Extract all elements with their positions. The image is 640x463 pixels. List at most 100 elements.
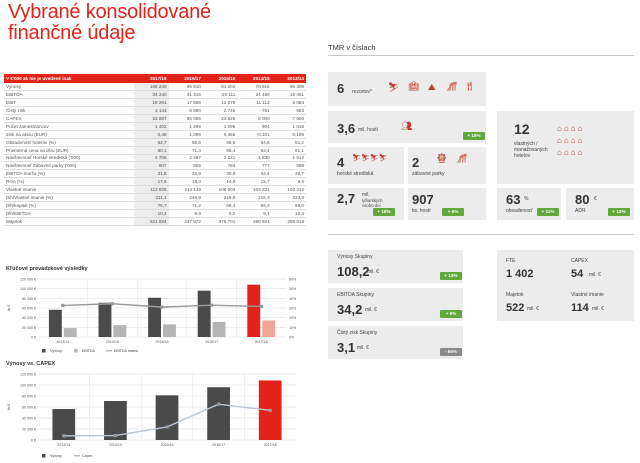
kpi-divider xyxy=(328,55,634,56)
card-adr: 80 € ADR + 12% xyxy=(566,188,634,220)
table-cell: 215,3 xyxy=(237,193,272,202)
table-row: Dlh/Vlastné imanie (%) 311,1 246,9 216,8 215… xyxy=(4,193,306,202)
mountain-skier-icon: ⛷︎ xyxy=(388,82,400,92)
table-row: EBITDA 34 240 31 316 26 111 24 450 18 451 xyxy=(4,90,306,100)
chart-revenue-capex: 120 000 € 100 000 € 80 000 € 60 000 € 40 000… xyxy=(7,373,296,458)
table-cell: 6 690 xyxy=(168,106,203,116)
card-amusement-parks: 2 🎡︎ 🎢︎ zábavné parky xyxy=(408,147,486,184)
table-header-cell: 2017/18 xyxy=(134,74,169,83)
assets-label: Majetok xyxy=(506,292,524,298)
card-hotels: 12 vlastných / manažovaných hotelov ⌂⌂⌂⌂… xyxy=(497,111,634,184)
line-point xyxy=(217,402,221,406)
card-guests: 3,6 mil. hostí 👥︎ + 15% xyxy=(328,111,486,143)
table-cell: 2 287 xyxy=(168,154,203,163)
table-cell: 8,2 xyxy=(202,209,238,218)
y-tick-label: 40 000 € xyxy=(22,316,36,320)
section-divider xyxy=(328,234,634,235)
table-cell: 8 000 xyxy=(237,114,272,123)
skier-days-unit: mil. xyxy=(362,192,370,198)
hiking-icon: ⛰︎ xyxy=(428,82,436,92)
legend-swatch xyxy=(42,454,46,458)
table-cell: 95 910 xyxy=(168,83,203,92)
table-cell: 521 684 xyxy=(134,217,169,226)
x-tick-label: 2013/14 xyxy=(57,443,70,447)
line-point xyxy=(268,408,272,412)
table-cell: 216,8 xyxy=(202,193,238,202)
skiing-icons: ⛷︎⛷︎⛷︎⛷︎ xyxy=(352,155,388,162)
bar-ebitda xyxy=(113,325,127,337)
legend-label: Výnosy xyxy=(50,349,62,353)
table-cell: 70 915 xyxy=(237,83,272,92)
net-value: 3,1 xyxy=(337,340,356,355)
card-group-net-profit: Čistý zisk Skupiny 3,1 mil. € - 55% xyxy=(328,326,463,359)
table-cell: 17,6 xyxy=(134,177,169,187)
table-cell: 34,4 xyxy=(237,169,272,179)
y2-tick-label: 10% xyxy=(289,326,297,330)
table-cell: 23 825 xyxy=(202,114,238,123)
table-cell: 5 084 xyxy=(271,98,306,108)
table-cell: 26 111 xyxy=(202,90,238,100)
table-cell: 17 688 xyxy=(168,98,203,108)
table-row: Čistý zisk 3 144 6 690 2 746 -751 663 xyxy=(4,106,306,116)
table-cell: 71,3 xyxy=(168,146,203,155)
table-row-label: ROA (%) xyxy=(4,177,135,187)
table-row-label: Návštevnosť Zábavné parky ('000) xyxy=(4,161,135,171)
table-row-label: Návštevnosť Horské strediská ('000) xyxy=(4,154,135,163)
table-cell: 102 312 xyxy=(271,185,306,194)
table-row: Zisk na akciu (EUR) 0,48 1,099 0,456 -0,101 0… xyxy=(4,130,306,139)
table-cell: 103 331 xyxy=(237,185,272,194)
bar-ebitda xyxy=(63,328,77,337)
financial-table: V €'000 ak nie je uvedené inak 2017/18 201… xyxy=(4,74,306,226)
table-row: Vlastné imanie 113 836 113 149 106 003 103 3… xyxy=(4,185,306,194)
table-cell: 65,4 xyxy=(202,146,238,155)
table-row-label: Dlh/kapitál (%) xyxy=(4,201,135,210)
parks-value: 2 xyxy=(412,155,420,170)
table-row: ROA (%) 17,6 18,4 14,9 15,7 9,0 xyxy=(4,177,306,187)
table-row-label: EBITDA xyxy=(4,90,135,100)
adr-change-badge: + 12% xyxy=(608,208,630,216)
table-cell: 9,1 xyxy=(237,209,272,218)
equity-unit: mil. € xyxy=(592,306,604,312)
y-tick-label: 100 000 € xyxy=(20,287,36,291)
y2-tick-label: 40% xyxy=(289,297,297,301)
table-cell: 31,6 xyxy=(134,169,169,179)
table-cell: 31 316 xyxy=(168,90,203,100)
chart1-title: Kľúčové prevádzkové výsledky xyxy=(6,266,88,272)
bar-revenue xyxy=(48,309,62,337)
line-point xyxy=(165,425,169,429)
table-header-cell: 2016/17 xyxy=(168,74,203,83)
revenue-label: Výnosy Skupiny xyxy=(337,254,373,260)
capex-value: 54 xyxy=(571,268,584,280)
y-tick-label: 40 000 € xyxy=(22,417,36,421)
table-row: EBITDA marža (%) 31,6 32,9 30,9 34,4 32,7 xyxy=(4,169,306,179)
occupancy-unit: % xyxy=(524,196,529,202)
y-tick-label: 60 000 € xyxy=(22,406,36,410)
revenue-value: 108,2 xyxy=(337,264,370,279)
ebitda-unit: mil. € xyxy=(365,307,377,313)
table-cell: 108 249 xyxy=(134,83,169,92)
table-cell: 904 xyxy=(237,122,272,131)
table-cell: 598 xyxy=(271,161,306,171)
table-cell: 54,8 xyxy=(237,138,272,147)
table-row-label: Dlh/EBITDA xyxy=(4,209,135,218)
table-row-label: Vlastné imanie xyxy=(4,185,135,194)
park-visitors-change-badge: + 6% xyxy=(442,208,464,216)
table-row-label: Priemerná cena na izbu (EUR) xyxy=(4,146,135,155)
table-cell: 1,099 xyxy=(168,130,203,139)
y2-tick-label: 30% xyxy=(289,307,297,311)
table-cell: 12 075 xyxy=(202,98,238,108)
line-point xyxy=(110,302,114,306)
assets-unit: mil. € xyxy=(527,306,539,312)
table-cell: 375 701 xyxy=(202,217,238,226)
table-cell: 80,1 xyxy=(134,146,169,155)
table-cell: 18 451 xyxy=(271,90,306,100)
y-tick-label: 80 000 € xyxy=(22,297,36,301)
table-cell: 12,4 xyxy=(271,209,306,218)
table-row: Dlh/EBITDA 10,4 8,9 8,2 9,1 12,4 xyxy=(4,209,306,218)
bar-ebitda xyxy=(262,320,276,337)
mountain-label: horské strediská xyxy=(337,171,374,177)
x-tick-label: 2016/17 xyxy=(212,443,225,447)
y-tick-label: 100 000 € xyxy=(20,384,36,388)
table-cell: 11 112 xyxy=(237,98,272,108)
y-axis-unit: tis.€ xyxy=(7,305,11,312)
